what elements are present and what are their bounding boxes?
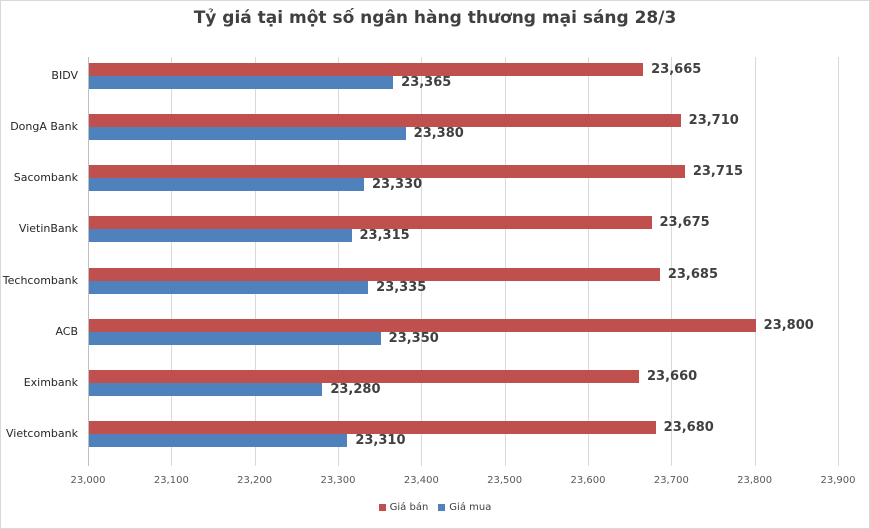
data-label-sell: 23,665 [651, 62, 702, 77]
bar-sell [89, 318, 756, 332]
bar-sell [89, 369, 639, 383]
x-tick-label: 23,500 [487, 475, 523, 486]
bar-sell [89, 216, 652, 230]
legend-item-sell: Giá bán [378, 502, 429, 513]
data-label-sell: 23,675 [659, 215, 710, 231]
category-label: ACB [55, 324, 78, 338]
gridline [755, 57, 756, 466]
x-tick-label: 23,800 [737, 475, 773, 486]
category-label: VietinBank [18, 222, 78, 236]
x-tick-label: 23,400 [403, 475, 439, 486]
category-label: Vietcombank [6, 426, 78, 440]
x-tick-label: 23,900 [820, 475, 856, 486]
data-label-sell: 23,800 [763, 317, 814, 333]
category-label: BIDV [51, 69, 78, 82]
bar-buy [89, 178, 364, 192]
legend-item-buy: Giá mua [438, 502, 491, 513]
category-label: Techcombank [2, 273, 78, 287]
x-tick-label: 23,100 [153, 475, 189, 486]
data-label-buy: 23,350 [388, 330, 439, 346]
legend-swatch-buy [438, 504, 446, 511]
bar-sell [89, 63, 644, 76]
bar-buy [89, 229, 352, 243]
gridline [338, 57, 339, 466]
data-label-sell: 23,680 [663, 419, 714, 435]
data-label-sell: 23,685 [667, 266, 718, 282]
data-label-sell: 23,715 [692, 164, 743, 180]
data-label-buy: 23,380 [413, 126, 464, 142]
legend-label-buy: Giá mua [449, 502, 492, 513]
bar-buy [89, 433, 348, 447]
gridline [838, 57, 839, 466]
data-label-buy: 23,315 [359, 228, 410, 244]
x-tick-label: 23,200 [237, 475, 273, 486]
legend-label-sell: Giá bán [389, 502, 429, 513]
bar-buy [89, 382, 323, 396]
plot-area: 23,665 23,365 23,710 23,380 23,715 23,330 23,6… [88, 57, 839, 466]
category-label: DongA Bank [10, 120, 78, 134]
bar-buy [89, 331, 381, 345]
category-label: Sacombank [13, 171, 78, 185]
x-tick-label: 23,600 [570, 475, 606, 486]
bar-sell [89, 420, 656, 434]
gridline [421, 57, 422, 466]
data-label-sell: 23,710 [688, 113, 739, 129]
bar-buy [89, 76, 394, 89]
gridline [671, 57, 672, 466]
bar-sell [89, 165, 685, 179]
bar-sell [89, 114, 681, 128]
category-label: Eximbank [23, 375, 78, 389]
bar-buy [89, 127, 406, 141]
data-label-buy: 23,365 [401, 75, 452, 90]
gridline [505, 57, 506, 466]
legend: Giá bán Giá mua [0, 502, 870, 513]
gridline [171, 57, 172, 466]
data-label-buy: 23,335 [376, 279, 427, 295]
data-label-buy: 23,280 [330, 381, 381, 397]
x-tick-label: 23,000 [70, 475, 106, 486]
bar-sell [89, 267, 660, 281]
x-tick-label: 23,300 [320, 475, 356, 486]
bar-buy [89, 280, 369, 294]
gridline [255, 57, 256, 466]
gridline [588, 57, 589, 466]
data-label-buy: 23,310 [355, 432, 406, 448]
y-axis-line [88, 57, 89, 466]
chart-title: Tỷ giá tại một số ngân hàng thương mại s… [193, 8, 677, 28]
x-tick-label: 23,700 [653, 475, 689, 486]
data-label-sell: 23,660 [647, 368, 698, 384]
data-label-buy: 23,330 [372, 177, 423, 193]
legend-swatch-sell [378, 504, 386, 511]
